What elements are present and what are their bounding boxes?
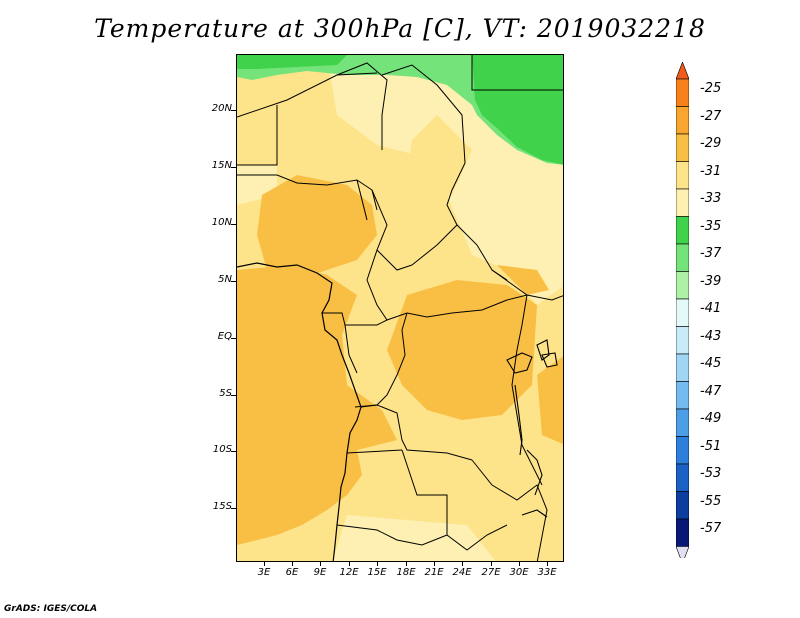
colorbar-label: -41 [700, 301, 722, 316]
colorbar-cell [676, 353, 689, 382]
lon-tick [547, 562, 548, 566]
field-cold-band-west [237, 55, 347, 69]
country-borders [237, 55, 563, 561]
colorbar-label: -51 [700, 439, 722, 454]
colorbar-cell [676, 298, 689, 327]
map-panel [236, 54, 564, 562]
lon-label-9e: 9E [313, 567, 327, 578]
colorbar-label: -27 [700, 109, 722, 124]
colorbar-label: -49 [700, 411, 722, 426]
field-warm-atlantic [237, 265, 397, 545]
lat-tick [231, 110, 236, 111]
colorbar-cell [676, 326, 689, 355]
field-cold-band-east [472, 55, 563, 165]
lon-label-24e: 24E [452, 567, 472, 578]
lat-tick [231, 451, 236, 452]
lat-label-10n: 10N [211, 217, 232, 228]
colorbar-label: -31 [700, 164, 722, 179]
lon-label-30e: 30E [509, 567, 529, 578]
colorbar-label: -25 [700, 81, 722, 96]
lat-label-15s: 15S [212, 501, 232, 512]
colorbar-label: -57 [700, 521, 722, 536]
colorbar-bottom-arrow [676, 546, 689, 558]
field-cool-south [332, 515, 496, 561]
lon-label-6e: 6E [285, 567, 299, 578]
colorbar-cell [676, 133, 689, 162]
colorbar-label: -33 [700, 191, 722, 206]
colorbar-cell [676, 491, 689, 520]
colorbar [676, 62, 689, 558]
coastline [237, 262, 362, 561]
colorbar-cell [676, 106, 689, 135]
lat-label-5n: 5N [218, 274, 232, 285]
colorbar-label: -37 [700, 246, 722, 261]
field-warm-east [537, 356, 563, 445]
lon-tick [292, 562, 293, 566]
lakes [506, 339, 558, 518]
colorbar-label: -55 [700, 494, 722, 509]
lon-tick [491, 562, 492, 566]
temperature-field-map [237, 55, 563, 561]
colorbar-label: -39 [700, 274, 722, 289]
lon-tick [349, 562, 350, 566]
colorbar-cell [676, 161, 689, 190]
lon-tick [377, 562, 378, 566]
lat-label-eq: EQ [217, 331, 232, 342]
colorbar-cell [676, 381, 689, 410]
lon-label-33e: 33E [537, 567, 557, 578]
colorbar-label: -53 [700, 466, 722, 481]
lon-label-18e: 18E [396, 567, 416, 578]
lon-tick [519, 562, 520, 566]
colorbar-label: -45 [700, 356, 722, 371]
lat-tick [231, 281, 236, 282]
lat-label-5s: 5S [219, 388, 232, 399]
colorbar-cell [676, 518, 689, 547]
colorbar-cell [676, 436, 689, 465]
colorbar-cell [676, 78, 689, 107]
lon-label-12e: 12E [339, 567, 359, 578]
field-warm-sahel [257, 175, 377, 280]
footer-credit: GrADS: IGES/COLA [4, 604, 98, 614]
colorbar-cell [676, 271, 689, 300]
lat-tick [231, 395, 236, 396]
colorbar-cell [676, 463, 689, 492]
lat-tick [231, 224, 236, 225]
lat-label-10s: 10S [212, 444, 232, 455]
lon-tick [406, 562, 407, 566]
chart-title: Temperature at 300hPa [C], VT: 201903221… [94, 14, 706, 43]
field-warm-east-patch [497, 265, 549, 295]
colorbar-label: -43 [700, 329, 722, 344]
colorbar-label: -47 [700, 384, 722, 399]
lat-tick [231, 338, 236, 339]
lon-tick [264, 562, 265, 566]
field-warm-congo [387, 280, 537, 420]
lat-label-20n: 20N [211, 103, 232, 114]
colorbar-cell [676, 243, 689, 272]
lon-label-15e: 15E [367, 567, 387, 578]
lon-label-27e: 27E [481, 567, 501, 578]
colorbar-cell [676, 408, 689, 437]
lat-tick [231, 508, 236, 509]
colorbar-cell [676, 188, 689, 217]
colorbar-top-arrow [676, 62, 689, 80]
lat-tick [231, 167, 236, 168]
lat-label-15n: 15N [211, 160, 232, 171]
colorbar-cell [676, 216, 689, 245]
lon-tick [462, 562, 463, 566]
lon-tick [320, 562, 321, 566]
lon-label-21e: 21E [424, 567, 444, 578]
colorbar-label: -35 [700, 219, 722, 234]
colorbar-label: -29 [700, 136, 722, 151]
lon-tick [434, 562, 435, 566]
lon-label-3e: 3E [257, 567, 271, 578]
